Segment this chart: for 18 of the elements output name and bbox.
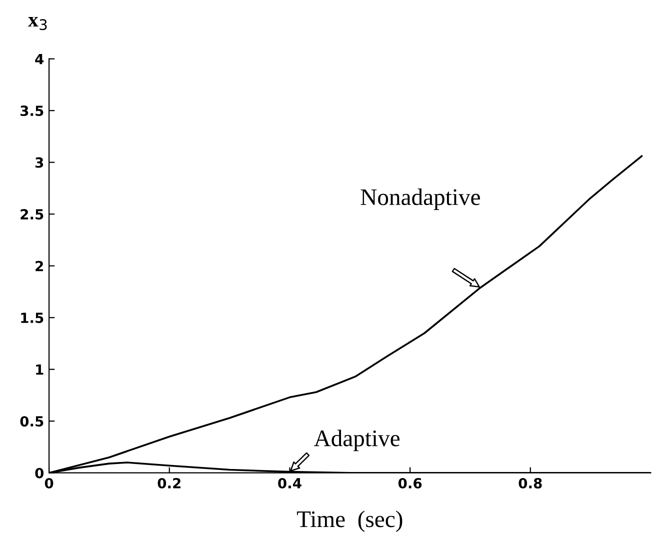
x-tick-label: 0.2 xyxy=(158,478,180,488)
y-tick-label: 2 xyxy=(36,260,43,272)
x-tick-label: 0.6 xyxy=(398,478,422,488)
y-tick-label: 2.5 xyxy=(20,209,44,220)
series-label: Adaptive xyxy=(314,430,400,452)
x-tick-label: 0 xyxy=(44,478,54,488)
y-tick-label: 3.5 xyxy=(20,106,44,116)
y-tick-label: 0 xyxy=(35,468,44,478)
x-axis-title: Time (sec) xyxy=(296,510,402,532)
y-tick-label: 1.5 xyxy=(21,312,44,324)
y-axis-title: x$_{3}$ xyxy=(28,16,47,30)
y-tick-label: 3 xyxy=(35,157,44,168)
x-tick-label: 0.8 xyxy=(518,478,542,488)
x-tick-label: 0.4 xyxy=(278,478,302,488)
y-tick-label: 0.5 xyxy=(20,416,44,427)
y-tick-label: 4 xyxy=(35,54,44,64)
y-tick-label: 1 xyxy=(36,364,44,375)
text: Nonadaptive xyxy=(360,188,480,210)
